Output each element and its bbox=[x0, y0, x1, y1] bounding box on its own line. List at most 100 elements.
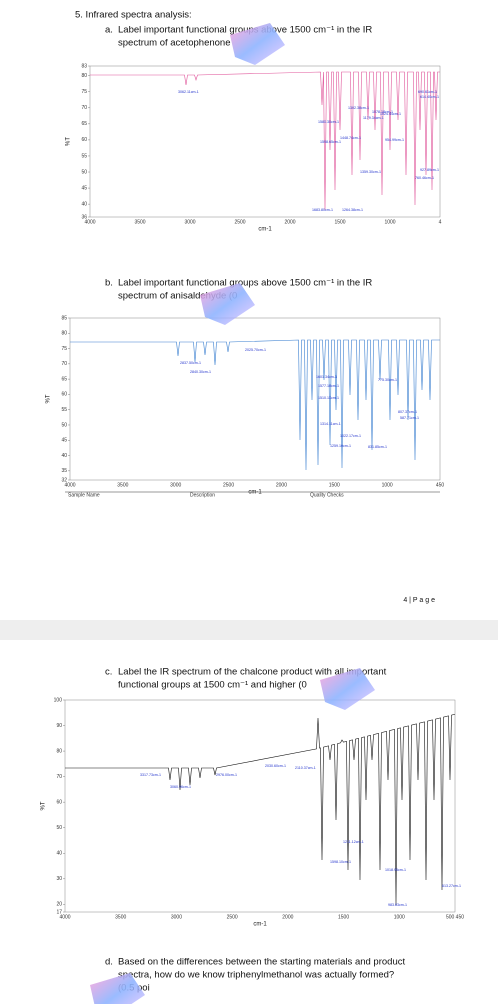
peak-label: 1580.30cm-1 bbox=[318, 120, 339, 124]
x-axis-label: cm-1 bbox=[248, 490, 262, 496]
y-tick-label: 50 bbox=[56, 825, 62, 831]
y-tick-label: 85 bbox=[61, 315, 67, 321]
y-tick-label: 40 bbox=[56, 851, 62, 857]
part-text: Based on the differences between the sta… bbox=[118, 957, 405, 968]
peak-label: 983.83cm-1 bbox=[388, 903, 407, 907]
y-axis-label: %T bbox=[46, 394, 52, 403]
y-tick-label: 50 bbox=[81, 169, 87, 175]
peak-label: 1598.65cm-1 bbox=[320, 140, 341, 144]
y-tick-label: 55 bbox=[81, 153, 87, 159]
peak-label: 2837.50cm-1 bbox=[180, 361, 201, 365]
x-tick-label: 3000 bbox=[184, 219, 195, 225]
peak-label: 690.61cm-1 bbox=[418, 90, 437, 94]
y-tick-label: 90 bbox=[56, 723, 62, 729]
x-tick-label: 4000 bbox=[64, 482, 75, 488]
peak-label: 613.27cm-1 bbox=[442, 884, 461, 888]
x-tick-label: 2500 bbox=[223, 482, 234, 488]
x-tick-label: 2000 bbox=[276, 482, 287, 488]
y-tick-label: 20 bbox=[56, 902, 62, 908]
x-tick-label: 4000 bbox=[59, 914, 70, 920]
part-label: d. bbox=[105, 957, 113, 968]
peak-label: 1510.10cm-1 bbox=[318, 396, 339, 400]
plot-frame bbox=[64, 699, 456, 913]
peak-label: 1078.18cm-1 bbox=[372, 110, 393, 114]
redaction-blob bbox=[90, 973, 145, 1004]
peak-label: 831.85cm-1 bbox=[368, 445, 387, 449]
peak-label: 2110.37cm-1 bbox=[295, 766, 316, 770]
spectrum-trace bbox=[65, 713, 456, 906]
question: 5. Infrared spectra analysis: bbox=[75, 10, 192, 21]
peak-label: 807.37cm-1 bbox=[398, 410, 417, 414]
peak-label: 954.99cm-1 bbox=[385, 138, 404, 142]
redaction-blob bbox=[320, 668, 375, 710]
table-header: Quality Checks bbox=[310, 492, 344, 498]
spectrum-trace bbox=[70, 339, 440, 471]
x-tick-label: 4 bbox=[439, 219, 442, 225]
x-tick-label: 2500 bbox=[227, 914, 238, 920]
peak-label: 2025.70cm-1 bbox=[245, 348, 266, 352]
page-2 bbox=[0, 640, 498, 1004]
plot-frame bbox=[89, 65, 441, 218]
y-tick-label: 100 bbox=[54, 697, 63, 703]
part-label: c. bbox=[105, 667, 112, 678]
peak-label: 1259.10cm-1 bbox=[330, 444, 351, 448]
peak-label: 1302.38cm-1 bbox=[348, 106, 369, 110]
y-tick-label: 17 bbox=[56, 909, 62, 915]
x-tick-label: 3000 bbox=[170, 482, 181, 488]
x-tick-label: 2500 bbox=[234, 219, 245, 225]
peak-label: 614.40cm-1 bbox=[420, 95, 439, 99]
y-tick-label: 40 bbox=[61, 453, 67, 459]
x-tick-label: 3000 bbox=[171, 914, 182, 920]
x-tick-label: 1000 bbox=[384, 219, 395, 225]
peak-label: 1264.38cm-1 bbox=[342, 208, 363, 212]
y-tick-label: 36 bbox=[81, 214, 87, 220]
peak-label: 1018.95cm-1 bbox=[385, 868, 406, 872]
peak-label: 1448.74cm-1 bbox=[340, 136, 361, 140]
peak-label: 1211.12cm-1 bbox=[343, 840, 364, 844]
y-axis-label: %T bbox=[66, 137, 72, 146]
y-tick-label: 80 bbox=[56, 748, 62, 754]
part-text: functional groups at 1500 cm⁻¹ and highe… bbox=[118, 680, 307, 691]
x-tick-label: 1500 bbox=[338, 914, 349, 920]
part-text: spectrum of anisaldehyde (0 bbox=[118, 291, 237, 302]
table-header: Description bbox=[190, 492, 215, 498]
part-text: Label important functional groups above … bbox=[118, 25, 372, 36]
x-tick-label: 3500 bbox=[134, 219, 145, 225]
y-tick-label: 80 bbox=[61, 331, 67, 337]
y-tick-label: 60 bbox=[56, 799, 62, 805]
page-number: 4 | P a g e bbox=[403, 597, 435, 604]
x-tick-label: 4000 bbox=[84, 219, 95, 225]
y-tick-label: 55 bbox=[61, 407, 67, 413]
x-tick-label: 1000 bbox=[382, 482, 393, 488]
y-tick-label: 65 bbox=[81, 121, 87, 127]
x-tick-label: 2000 bbox=[284, 219, 295, 225]
x-tick-label: 3500 bbox=[117, 482, 128, 488]
y-tick-label: 45 bbox=[61, 438, 67, 444]
redaction-blob bbox=[230, 23, 285, 65]
peak-label: 775.30cm-1 bbox=[378, 378, 397, 382]
spectrum-trace bbox=[90, 71, 440, 211]
peak-label: 1598.10cm-1 bbox=[330, 860, 351, 864]
peak-label: 1179.34cm-1 bbox=[363, 116, 384, 120]
x-tick-label: 1000 bbox=[394, 914, 405, 920]
peak-label: 3062.11cm-1 bbox=[178, 90, 199, 94]
part-text: spectra, how do we know triphenylmethano… bbox=[118, 970, 394, 981]
part-text: spectrum of acetophenone bbox=[118, 38, 231, 49]
y-tick-label: 60 bbox=[61, 392, 67, 398]
x-tick-label: 1500 bbox=[329, 482, 340, 488]
y-tick-label: 60 bbox=[81, 137, 87, 143]
y-tick-label: 65 bbox=[61, 376, 67, 382]
peak-label: 927.89cm-1 bbox=[420, 168, 439, 172]
peak-label: 2976.00cm-1 bbox=[216, 773, 237, 777]
peak-label: 2030.60cm-1 bbox=[265, 764, 286, 768]
x-tick-label: 2000 bbox=[282, 914, 293, 920]
part-text: Label important functional groups above … bbox=[118, 278, 372, 289]
peak-label: 1022.17cm-1 bbox=[340, 434, 361, 438]
plot-frame bbox=[69, 317, 441, 481]
y-tick-label: 70 bbox=[81, 105, 87, 111]
peak-label: 1359.30cm-1 bbox=[360, 170, 381, 174]
part-text: Label the IR spectrum of the chalcone pr… bbox=[118, 667, 387, 678]
y-tick-label: 45 bbox=[81, 185, 87, 191]
peak-label: 3060.96cm-1 bbox=[170, 785, 191, 789]
